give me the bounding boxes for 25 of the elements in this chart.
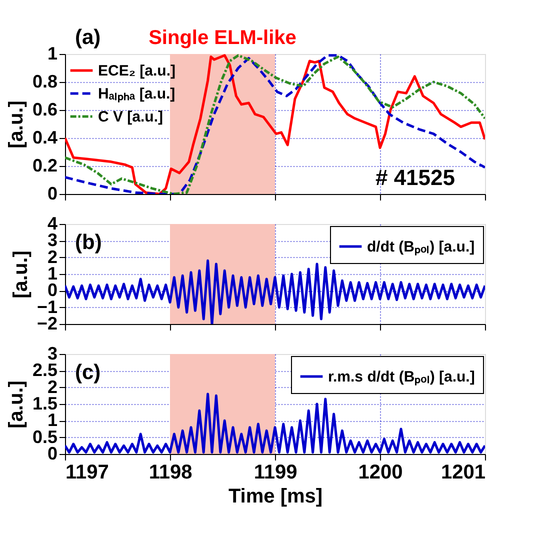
x-axis-title: Time [ms]	[228, 486, 323, 508]
y-tick-label: 0.6	[32, 100, 58, 120]
legend-label: ECE₂ [a.u.]	[98, 62, 176, 80]
y-axis-title: [a.u.]	[5, 100, 28, 148]
legend-label: Hₐₗₚₕₐ [a.u.]	[98, 86, 176, 102]
y-tick-label: 0.2	[32, 156, 58, 176]
x-tick-label: 1201	[441, 462, 486, 484]
legend-label: d/dt (Bₚₒₗ) [a.u.]	[367, 238, 475, 256]
y-axis-title: [a.u.]	[5, 380, 28, 428]
y-axis-title: [a.u.]	[10, 250, 32, 298]
annotation: # 41525	[375, 165, 455, 190]
legend-label: r.m.s d/dt (Bₚₒₗ) [a.u.]	[328, 368, 475, 386]
x-tick-label: 1200	[358, 462, 403, 484]
annotation: (b)	[75, 231, 102, 254]
y-tick-label: 0.4	[32, 128, 58, 148]
y-tick-label: 0.8	[32, 72, 58, 92]
text: (a)	[75, 26, 101, 49]
y-tick-label: 0	[47, 184, 58, 204]
annotation: (c)	[75, 361, 101, 384]
x-tick-label: 1198	[148, 462, 192, 484]
y-tick-label: 1	[47, 44, 58, 64]
band-label: Single ELM-like	[148, 27, 296, 49]
x-tick-label: 1197	[66, 462, 109, 484]
x-tick-label: 1199	[254, 462, 298, 484]
legend-label: C V [a.u.]	[98, 108, 164, 126]
